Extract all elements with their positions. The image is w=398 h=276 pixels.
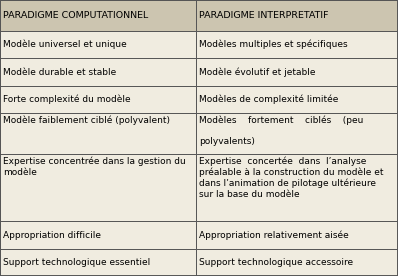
Text: PARADIGME INTERPRETATIF: PARADIGME INTERPRETATIF (199, 11, 329, 20)
Bar (0, 0, 196, 31)
Text: Modèle évolutif et jetable: Modèle évolutif et jetable (199, 67, 316, 77)
Text: Appropriation relativement aisée: Appropriation relativement aisée (199, 230, 349, 240)
Text: Expertise concentrée dans la gestion du
modèle: Expertise concentrée dans la gestion du … (3, 157, 186, 177)
Bar (0, 59, 196, 86)
Bar (196, 221, 398, 249)
Bar (196, 86, 398, 113)
Bar (196, 249, 398, 276)
Bar (0, 249, 196, 276)
Text: Modèles    fortement    ciblés    (peu

polyvalents): Modèles fortement ciblés (peu polyvalent… (199, 116, 364, 146)
Text: PARADIGME COMPUTATIONNEL: PARADIGME COMPUTATIONNEL (3, 11, 148, 20)
Bar (196, 0, 398, 31)
Text: Modèles de complexité limitée: Modèles de complexité limitée (199, 95, 339, 104)
Bar (0, 113, 196, 154)
Text: Modèle faiblement ciblé (polyvalent): Modèle faiblement ciblé (polyvalent) (3, 116, 170, 125)
Bar (196, 31, 398, 59)
Text: Modèle universel et unique: Modèle universel et unique (3, 40, 127, 49)
Text: Support technologique essentiel: Support technologique essentiel (3, 258, 150, 267)
Bar (0, 221, 196, 249)
Text: Appropriation difficile: Appropriation difficile (3, 230, 101, 240)
Text: Support technologique accessoire: Support technologique accessoire (199, 258, 353, 267)
Bar (0, 31, 196, 59)
Text: Forte complexité du modèle: Forte complexité du modèle (3, 95, 131, 104)
Text: Modèles multiples et spécifiques: Modèles multiples et spécifiques (199, 40, 348, 49)
Text: Modèle durable et stable: Modèle durable et stable (3, 68, 117, 76)
Bar (0, 86, 196, 113)
Text: Expertise  concertée  dans  l’analyse
préalable à la construction du modèle et
d: Expertise concertée dans l’analyse préal… (199, 157, 384, 199)
Bar (0, 154, 196, 221)
Bar (196, 59, 398, 86)
Bar (196, 113, 398, 154)
Bar (196, 154, 398, 221)
